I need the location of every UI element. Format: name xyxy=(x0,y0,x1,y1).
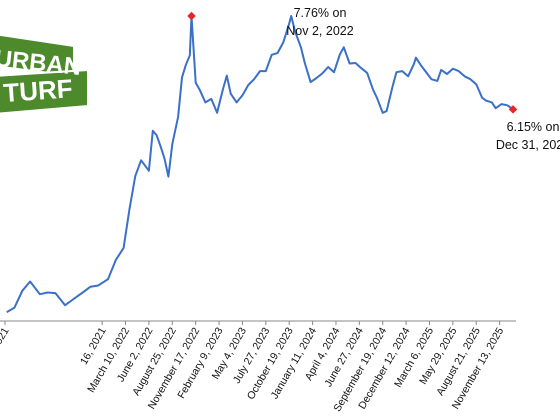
annotation-label: 7.76% on xyxy=(294,6,347,20)
annotation-label: Dec 31, 2025 xyxy=(496,138,560,152)
series-line xyxy=(6,15,514,314)
annotation-label: Nov 2, 2022 xyxy=(286,24,353,38)
logo-line-2: TURF xyxy=(2,73,73,108)
logo-sign-bottom xyxy=(0,68,89,115)
annotation-marker xyxy=(187,11,196,21)
annotation-label: 6.15% on xyxy=(507,120,560,134)
annotation-labels: 7.76% on Nov 2, 2022 6.15% on Dec 31, 2025 xyxy=(286,6,560,152)
urban-turf-logo: URBAN TURF xyxy=(0,33,89,115)
series-layer xyxy=(6,15,514,314)
x-tick-label: 1, 2021 xyxy=(0,325,12,361)
